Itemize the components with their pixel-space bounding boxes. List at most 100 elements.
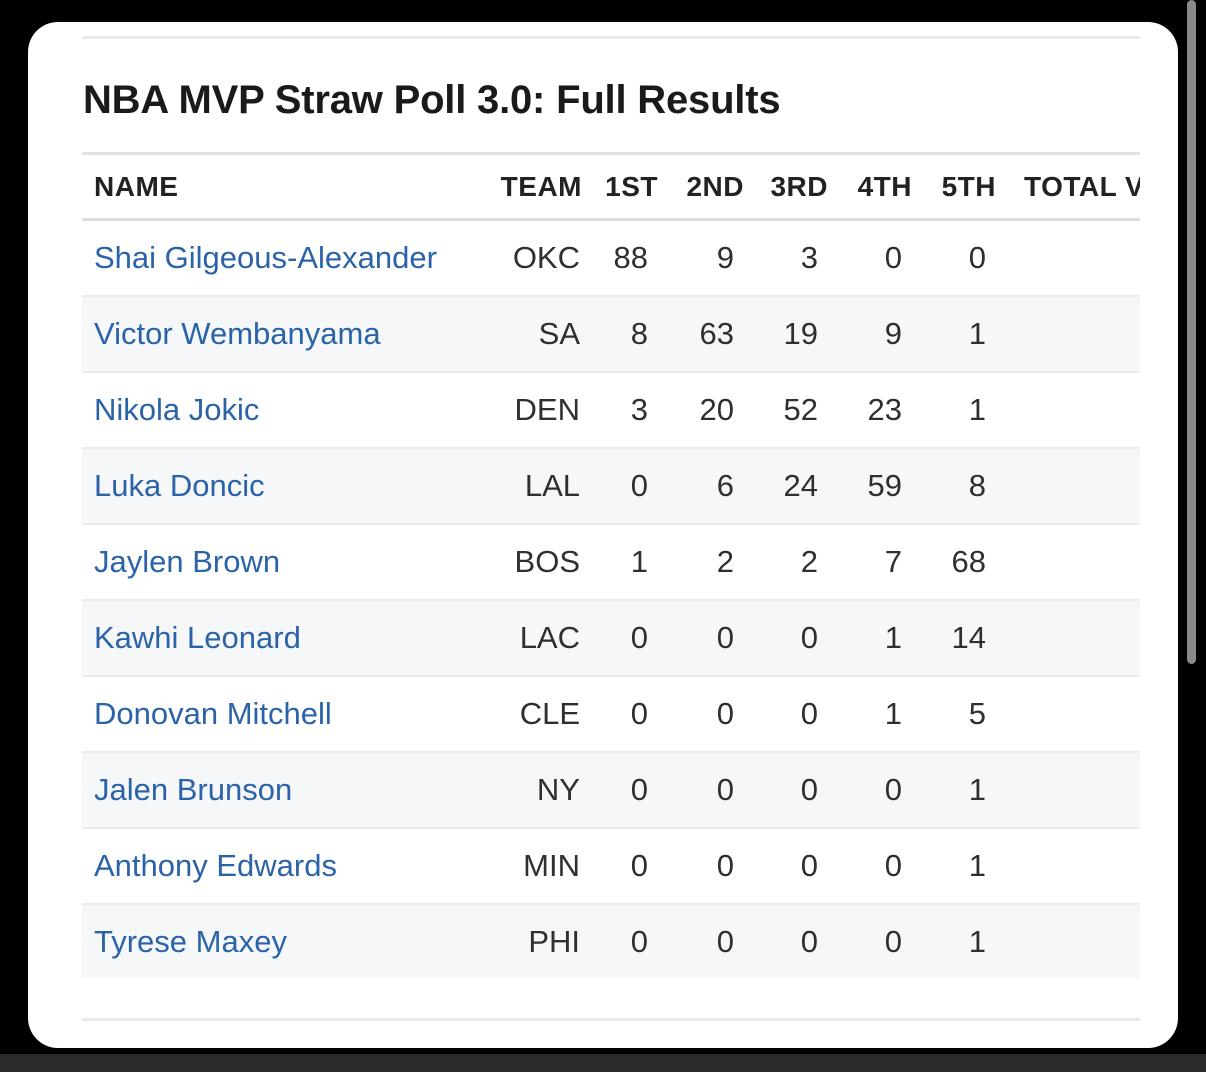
fifth-place-votes-cell: 14 xyxy=(951,619,986,655)
third-place-votes-cell: 0 xyxy=(800,619,818,655)
fourth-place-votes-cell: 23 xyxy=(867,391,902,427)
team-cell: LAL xyxy=(524,467,580,503)
table-header-row: NAME TEAM 1ST 2ND 3RD 4TH 5TH TOTAL V xyxy=(82,153,1140,220)
player-name-link[interactable]: Kawhi Leonard xyxy=(94,619,301,655)
table-row: Shai Gilgeous-Alexander OKC 88 9 3 0 0 xyxy=(82,220,1140,296)
table-row: Luka Doncic LAL 0 6 24 59 8 xyxy=(82,447,1140,524)
table-row: Tyrese Maxey PHI 0 0 0 0 1 xyxy=(82,903,1140,979)
second-place-votes-cell: 0 xyxy=(716,924,734,959)
total-votes-cell xyxy=(998,904,1140,979)
table-row: Victor Wembanyama SA 8 63 19 9 1 xyxy=(82,295,1140,372)
table-row: Donovan Mitchell CLE 0 0 0 1 5 xyxy=(82,676,1140,752)
third-place-votes-cell: 19 xyxy=(783,315,818,351)
fifth-place-votes-cell: 1 xyxy=(968,315,986,351)
fourth-place-votes-cell: 0 xyxy=(884,924,902,959)
page-title: NBA MVP Straw Poll 3.0: Full Results xyxy=(83,78,781,122)
total-votes-cell xyxy=(998,372,1140,448)
results-table-scroll[interactable]: NAME TEAM 1ST 2ND 3RD 4TH 5TH TOTAL V Sh… xyxy=(82,152,1140,978)
fifth-place-votes-cell: 1 xyxy=(968,924,986,959)
bottom-divider xyxy=(82,1018,1140,1021)
third-place-votes-cell: 52 xyxy=(783,391,818,427)
fifth-place-votes-cell: 1 xyxy=(968,391,986,427)
first-place-votes-cell: 3 xyxy=(630,391,648,427)
column-header-4th[interactable]: 4TH xyxy=(857,170,912,202)
team-cell: PHI xyxy=(528,924,580,959)
player-name-link[interactable]: Luka Doncic xyxy=(94,467,265,503)
third-place-votes-cell: 3 xyxy=(800,239,818,275)
total-votes-cell xyxy=(998,676,1140,752)
team-cell: SA xyxy=(538,315,580,351)
player-name-link[interactable]: Shai Gilgeous-Alexander xyxy=(94,239,437,275)
fourth-place-votes-cell: 1 xyxy=(884,695,902,731)
second-place-votes-cell: 20 xyxy=(699,391,734,427)
team-cell: BOS xyxy=(514,543,580,579)
player-name-link[interactable]: Nikola Jokic xyxy=(94,391,260,427)
total-votes-cell xyxy=(998,524,1140,600)
total-votes-cell xyxy=(998,600,1140,676)
table-body: Shai Gilgeous-Alexander OKC 88 9 3 0 0 Victor W… xyxy=(82,220,1140,979)
third-place-votes-cell: 0 xyxy=(800,771,818,807)
team-cell: OKC xyxy=(512,239,580,275)
fourth-place-votes-cell: 1 xyxy=(884,619,902,655)
second-place-votes-cell: 0 xyxy=(716,695,734,731)
table-row: Anthony Edwards MIN 0 0 0 0 1 xyxy=(82,828,1140,904)
fourth-place-votes-cell: 7 xyxy=(884,543,902,579)
first-place-votes-cell: 0 xyxy=(630,695,648,731)
team-cell: DEN xyxy=(514,391,580,427)
player-name-link[interactable]: Tyrese Maxey xyxy=(94,924,287,959)
table-row: Nikola Jokic DEN 3 20 52 23 1 xyxy=(82,372,1140,448)
player-name-link[interactable]: Anthony Edwards xyxy=(94,847,337,883)
fourth-place-votes-cell: 0 xyxy=(884,239,902,275)
first-place-votes-cell: 0 xyxy=(630,924,648,959)
player-name-link[interactable]: Donovan Mitchell xyxy=(94,695,332,731)
team-cell: CLE xyxy=(519,695,580,731)
player-name-link[interactable]: Jalen Brunson xyxy=(94,771,293,807)
total-votes-cell xyxy=(998,752,1140,828)
total-votes-cell xyxy=(998,828,1140,904)
fourth-place-votes-cell: 9 xyxy=(884,315,902,351)
total-votes-cell xyxy=(998,448,1140,524)
fourth-place-votes-cell: 59 xyxy=(867,467,902,503)
second-place-votes-cell: 0 xyxy=(716,771,734,807)
column-header-name[interactable]: NAME xyxy=(94,170,179,202)
page-scrollbar-thumb[interactable] xyxy=(1187,0,1196,664)
column-header-2nd[interactable]: 2ND xyxy=(686,170,744,202)
second-place-votes-cell: 9 xyxy=(716,239,734,275)
column-header-1st[interactable]: 1ST xyxy=(605,170,658,202)
fifth-place-votes-cell: 1 xyxy=(968,847,986,883)
column-header-5th[interactable]: 5TH xyxy=(941,170,996,202)
results-card: NBA MVP Straw Poll 3.0: Full Results NAM… xyxy=(28,22,1178,1048)
second-place-votes-cell: 2 xyxy=(716,543,734,579)
column-header-total-votes[interactable]: TOTAL V xyxy=(1024,170,1140,202)
fifth-place-votes-cell: 68 xyxy=(951,543,986,579)
first-place-votes-cell: 0 xyxy=(630,771,648,807)
fifth-place-votes-cell: 5 xyxy=(968,695,986,731)
total-votes-cell xyxy=(998,296,1140,372)
table-row: Kawhi Leonard LAC 0 0 0 1 14 xyxy=(82,599,1140,676)
third-place-votes-cell: 24 xyxy=(783,467,818,503)
player-name-link[interactable]: Victor Wembanyama xyxy=(94,315,381,351)
top-divider xyxy=(82,36,1140,39)
third-place-votes-cell: 0 xyxy=(800,924,818,959)
column-header-team[interactable]: TEAM xyxy=(500,170,582,202)
results-table: NAME TEAM 1ST 2ND 3RD 4TH 5TH TOTAL V Sh… xyxy=(82,152,1140,978)
fifth-place-votes-cell: 1 xyxy=(968,771,986,807)
team-cell: MIN xyxy=(523,847,580,883)
second-place-votes-cell: 0 xyxy=(716,847,734,883)
first-place-votes-cell: 8 xyxy=(630,315,648,351)
player-name-link[interactable]: Jaylen Brown xyxy=(94,543,281,579)
first-place-votes-cell: 0 xyxy=(630,467,648,503)
third-place-votes-cell: 2 xyxy=(800,543,818,579)
table-row: Jalen Brunson NY 0 0 0 0 1 xyxy=(82,751,1140,828)
team-cell: LAC xyxy=(519,619,580,655)
fifth-place-votes-cell: 0 xyxy=(968,239,986,275)
fifth-place-votes-cell: 8 xyxy=(968,467,986,503)
column-header-3rd[interactable]: 3RD xyxy=(770,170,828,202)
third-place-votes-cell: 0 xyxy=(800,695,818,731)
second-place-votes-cell: 6 xyxy=(716,467,734,503)
fourth-place-votes-cell: 0 xyxy=(884,847,902,883)
second-place-votes-cell: 63 xyxy=(699,315,734,351)
team-cell: NY xyxy=(536,771,580,807)
first-place-votes-cell: 88 xyxy=(613,239,648,275)
first-place-votes-cell: 0 xyxy=(630,619,648,655)
